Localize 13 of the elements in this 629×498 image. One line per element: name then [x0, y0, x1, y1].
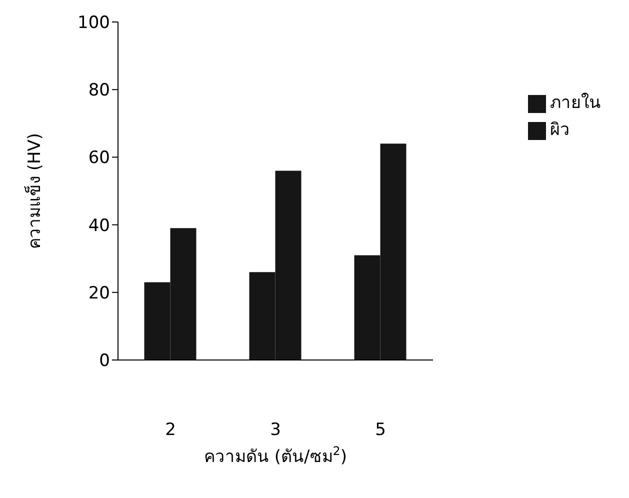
- y-tick-label: 80: [88, 80, 110, 101]
- y-tick-label: 100: [78, 13, 110, 34]
- y-tick-label: 20: [88, 283, 110, 304]
- x-tick-label: 2: [165, 420, 176, 440]
- legend-label: ผิว: [550, 120, 570, 140]
- x-axis-title: ความดัน (ตัน/ซม$^{2}$): [204, 444, 347, 467]
- y-tick-label: 40: [88, 216, 110, 236]
- y-axis-title: ความแข็ง (HV): [23, 132, 45, 250]
- y-tick-label: 60: [88, 148, 110, 168]
- legend-label: ภายใน: [550, 93, 601, 113]
- x-tick-label: 5: [375, 420, 386, 440]
- y-tick-label: 0: [99, 351, 110, 372]
- x-tick-label: 3: [270, 420, 281, 440]
